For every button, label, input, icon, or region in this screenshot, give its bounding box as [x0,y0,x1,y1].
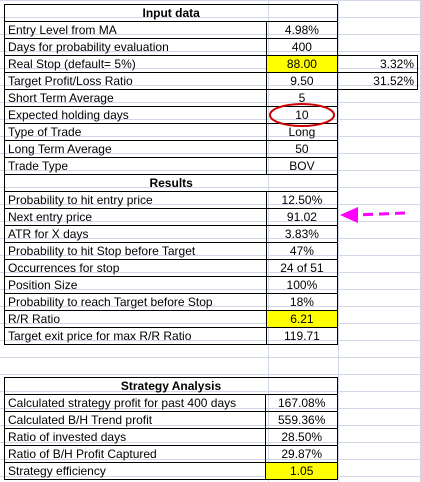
strategy-efficiency-value[interactable]: 1.05 [265,462,338,480]
input-label[interactable]: Target Profit/Loss Ratio [4,72,267,90]
strategy-label[interactable]: Strategy efficiency [3,462,267,480]
result-value[interactable]: 3.83% [265,225,339,243]
result-value[interactable]: 24 of 51 [265,259,339,277]
result-row: Next entry price 91.02 [4,208,418,226]
strategy-label[interactable]: Ratio of invested days [3,428,267,446]
input-row: Long Term Average 50 [4,140,418,158]
result-label[interactable]: Probability to hit Stop before Target [4,242,267,260]
input-value[interactable]: 9.50 [265,72,339,90]
results-title: Results [3,174,339,192]
target-percent[interactable]: 31.52% [337,72,418,90]
result-label[interactable]: Next entry price [4,208,267,226]
input-row: Expected holding days 10 [4,106,418,124]
result-label[interactable]: Probability to hit entry price [4,191,267,209]
strategy-label[interactable]: Calculated strategy profit for past 400 … [3,394,267,412]
result-row: Position Size 100% [4,276,418,294]
result-label[interactable]: Position Size [4,276,267,294]
result-row: Probability to reach Target before Stop … [4,293,418,311]
result-row: Probability to hit entry price 12.50% [4,191,418,209]
input-value[interactable]: 50 [265,140,339,158]
strategy-row: Strategy efficiency 1.05 [3,462,338,480]
strategy-value[interactable]: 559.36% [265,411,338,429]
input-value[interactable]: Long [265,123,339,141]
input-label[interactable]: Long Term Average [4,140,267,158]
result-label[interactable]: Occurrences for stop [4,259,267,277]
result-value[interactable]: 47% [265,242,339,260]
strategy-title: Strategy Analysis [4,377,338,395]
input-data-table: Input data Entry Level from MA 4.98% Day… [3,4,418,345]
strategy-value[interactable]: 29.87% [265,445,338,463]
input-row: Short Term Average 5 [4,89,418,107]
real-stop-value[interactable]: 88.00 [265,55,339,73]
input-row: Target Profit/Loss Ratio 9.50 31.52% [4,72,418,90]
result-row: Probability to hit Stop before Target 47… [4,242,418,260]
result-label[interactable]: ATR for X days [4,225,267,243]
holding-days-value[interactable]: 10 [265,106,339,124]
input-row: Real Stop (default= 5%) 88.00 3.32% [4,55,418,73]
result-label[interactable]: Target exit price for max R/R Ratio [4,327,267,345]
result-label[interactable]: R/R Ratio [4,310,267,328]
result-value[interactable]: 119.71 [265,327,339,345]
strategy-row: Ratio of B/H Profit Captured 29.87% [3,445,338,463]
input-data-title: Input data [3,4,339,22]
input-row: Trade Type BOV [4,157,418,175]
strategy-row: Calculated B/H Trend profit 559.36% [3,411,338,429]
next-entry-price-value[interactable]: 91.02 [265,208,339,226]
result-label[interactable]: Probability to reach Target before Stop [4,293,267,311]
input-value[interactable]: BOV [265,157,339,175]
input-label[interactable]: Entry Level from MA [4,21,267,39]
input-value[interactable]: 4.98% [265,21,339,39]
input-row: Type of Trade Long [4,123,418,141]
result-row: R/R Ratio 6.21 [4,310,418,328]
input-value[interactable]: 5 [265,89,339,107]
result-row: Occurrences for stop 24 of 51 [4,259,418,277]
strategy-row: Calculated strategy profit for past 400 … [3,394,338,412]
input-value[interactable]: 400 [265,38,339,56]
result-value[interactable]: 12.50% [265,191,339,209]
input-row: Entry Level from MA 4.98% [4,21,418,39]
result-value[interactable]: 100% [265,276,339,294]
strategy-row: Ratio of invested days 28.50% [3,428,338,446]
rr-ratio-value[interactable]: 6.21 [265,310,339,328]
strategy-value[interactable]: 167.08% [265,394,338,412]
result-value[interactable]: 18% [265,293,339,311]
input-label[interactable]: Real Stop (default= 5%) [4,55,267,73]
strategy-value[interactable]: 28.50% [265,428,338,446]
input-label[interactable]: Type of Trade [4,123,267,141]
strategy-label[interactable]: Ratio of B/H Profit Captured [3,445,267,463]
result-row: ATR for X days 3.83% [4,225,418,243]
input-label[interactable]: Days for probability evaluation [4,38,267,56]
input-label[interactable]: Trade Type [4,157,267,175]
real-stop-percent[interactable]: 3.32% [337,55,418,73]
result-row: Target exit price for max R/R Ratio 119.… [4,327,418,345]
input-row: Days for probability evaluation 400 [4,38,418,56]
strategy-label[interactable]: Calculated B/H Trend profit [3,411,267,429]
input-label[interactable]: Short Term Average [4,89,267,107]
input-label[interactable]: Expected holding days [4,106,267,124]
strategy-analysis-table: Strategy Analysis Calculated strategy pr… [3,377,338,480]
